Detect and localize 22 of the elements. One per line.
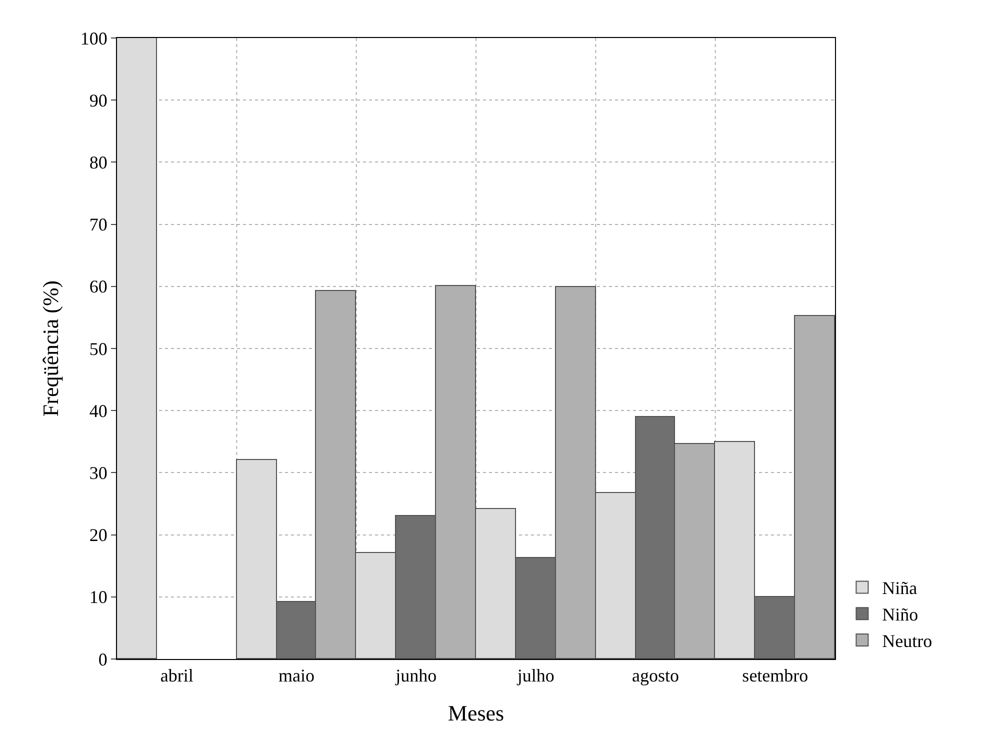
y-tick-label: 50 bbox=[89, 338, 108, 359]
legend-label: Niña bbox=[882, 578, 918, 598]
x-tick-label: setembro bbox=[742, 666, 808, 686]
y-tick-label: 0 bbox=[98, 649, 108, 670]
legend-label: Niño bbox=[882, 604, 918, 625]
x-axis-title: Meses bbox=[448, 700, 504, 726]
y-axis-title: Freqüência (%) bbox=[38, 280, 64, 417]
y-tick-label: 60 bbox=[89, 276, 108, 297]
x-tick-label: agosto bbox=[632, 666, 679, 686]
x-tick-label: julho bbox=[516, 666, 554, 686]
y-tick-label: 100 bbox=[80, 28, 108, 48]
y-tick-label: 80 bbox=[89, 152, 108, 172]
y-tick-label: 30 bbox=[89, 463, 108, 483]
y-tick-label: 70 bbox=[89, 214, 108, 235]
y-tick-label: 90 bbox=[89, 90, 108, 110]
legend-label: Neutro bbox=[882, 631, 932, 652]
x-tick-label: junho bbox=[394, 666, 437, 686]
x-tick-label: abril bbox=[160, 666, 194, 686]
y-tick-label: 10 bbox=[89, 587, 108, 608]
x-tick-label: maio bbox=[278, 666, 314, 686]
y-tick-label: 20 bbox=[89, 525, 108, 546]
y-tick-label: 40 bbox=[89, 400, 108, 421]
